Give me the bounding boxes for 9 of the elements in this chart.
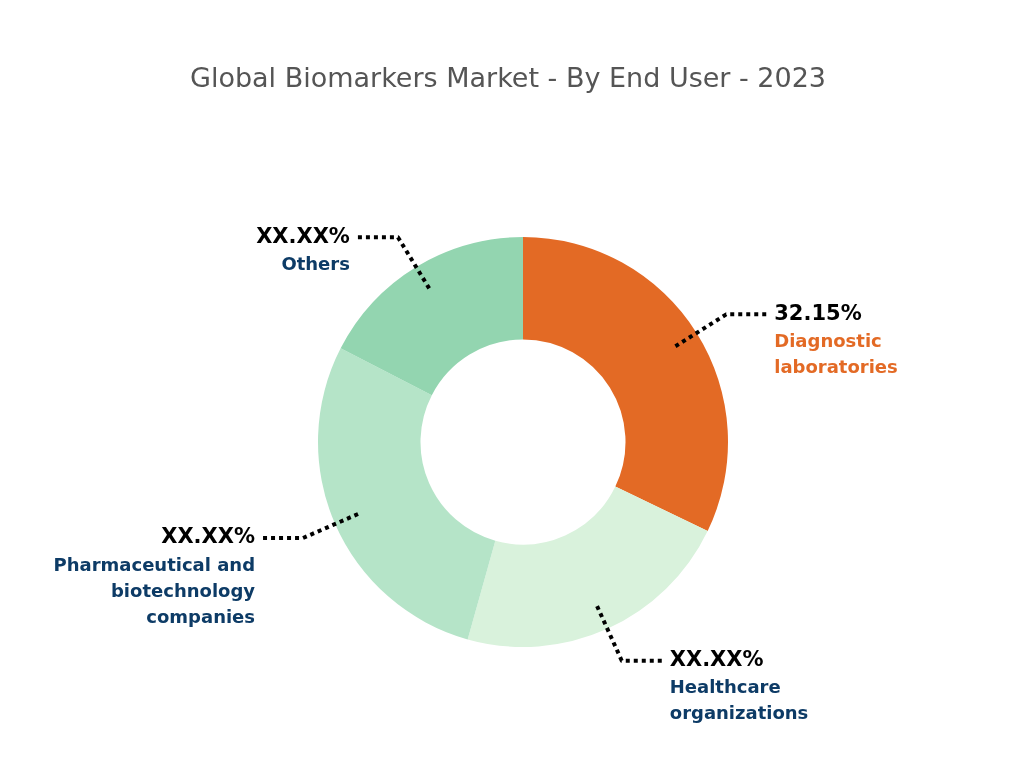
slice-label: Diagnostic laboratories (774, 330, 898, 378)
data-label: XX.XX% (256, 223, 350, 248)
chart-title: Global Biomarkers Market - By End User - 2023 (189, 62, 827, 94)
slice-label: Others (281, 252, 350, 274)
data-label: 32.15% (774, 300, 862, 325)
slice-label: Healthcare organizations (669, 676, 809, 724)
slice-label: Pharmaceutical and biotechnology companies (53, 553, 256, 627)
data-label: XX.XX% (669, 647, 764, 672)
data-label: XX.XX% (161, 524, 256, 549)
